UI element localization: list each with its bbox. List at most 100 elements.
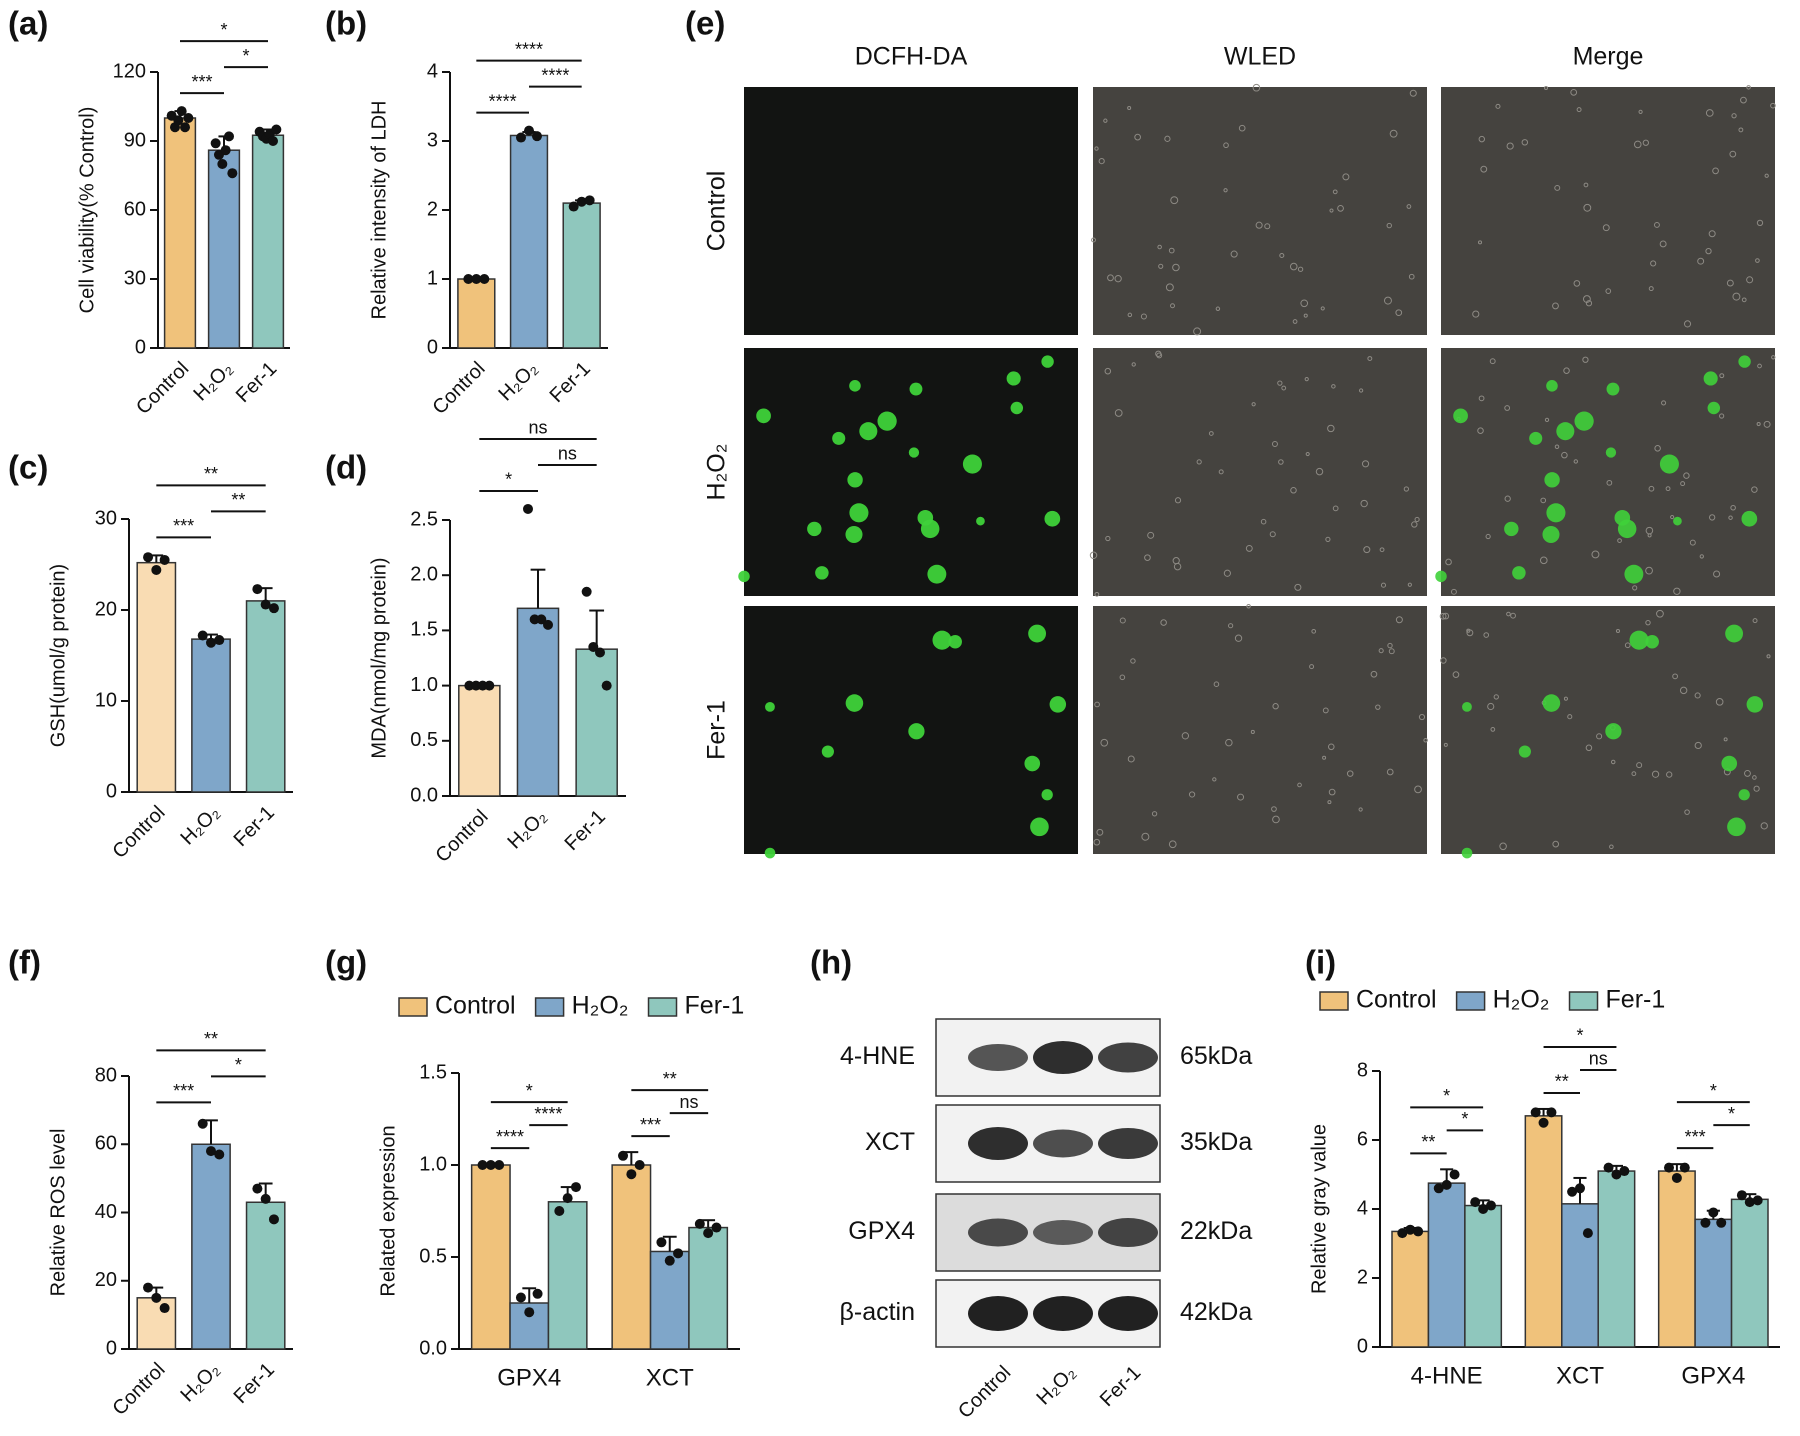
cell <box>1096 828 1104 836</box>
data-point <box>1546 1107 1557 1118</box>
data-point <box>1433 1183 1444 1194</box>
data-point <box>1700 1217 1711 1228</box>
cell <box>1648 286 1654 292</box>
cell <box>1666 771 1673 778</box>
cell <box>1379 547 1385 553</box>
legend-label: H₂O₂ <box>1493 986 1550 1014</box>
x-tick-label: H₂O₂ <box>177 1359 225 1407</box>
fluorescent-cell <box>1707 401 1721 415</box>
data-point <box>159 554 170 565</box>
cell <box>1395 309 1403 317</box>
cell <box>1414 785 1422 794</box>
cell <box>1540 497 1547 504</box>
fluorescent-cell <box>845 525 863 544</box>
cell <box>1683 320 1692 328</box>
y-tick-label: 0.5 <box>419 1245 447 1267</box>
cell <box>1230 250 1238 258</box>
y-axis-label: Relative ROS level <box>47 1129 69 1297</box>
sig-label: * <box>1443 1086 1450 1106</box>
band <box>1033 1041 1093 1074</box>
data-point <box>531 131 542 142</box>
cell <box>1119 674 1126 681</box>
cell <box>1094 591 1100 597</box>
bar <box>562 202 601 349</box>
y-tick-label: 1.5 <box>419 1061 447 1083</box>
cell <box>1383 296 1392 305</box>
cell <box>1708 514 1716 521</box>
bar <box>1464 1204 1503 1348</box>
panel-label: (i) <box>1305 944 1336 981</box>
data-point <box>584 195 595 206</box>
data-point <box>1679 1162 1690 1173</box>
bar <box>207 149 241 349</box>
fluorescent-cell <box>1462 701 1472 712</box>
fluorescent-cell <box>1504 521 1519 537</box>
bar <box>251 134 285 349</box>
sig-label: ** <box>204 464 218 484</box>
cell <box>1213 681 1220 687</box>
cell <box>1091 237 1096 243</box>
y-tick-label: 2 <box>427 198 438 220</box>
bar <box>136 561 177 793</box>
lane-label: H₂O₂ <box>1033 1362 1081 1410</box>
data-point <box>1397 1228 1408 1239</box>
cell <box>1328 788 1336 796</box>
data-point <box>581 586 592 597</box>
cell <box>1225 738 1233 747</box>
panel-label: (a) <box>8 5 48 42</box>
cell <box>1130 658 1136 664</box>
data-point <box>485 1160 496 1170</box>
cell <box>1127 755 1135 763</box>
band <box>1098 1218 1158 1247</box>
data-point <box>626 1169 637 1180</box>
cell <box>1246 604 1251 609</box>
cell <box>1738 127 1744 133</box>
fluorescent-cell <box>1605 447 1617 458</box>
y-tick-label: 1 <box>427 267 438 289</box>
band <box>968 1127 1028 1160</box>
cell <box>1327 800 1332 805</box>
cell <box>1409 89 1417 97</box>
sig-label: ns <box>679 1092 698 1112</box>
size-label: 65kDa <box>1180 1042 1252 1070</box>
data-point <box>220 145 231 156</box>
fluorescent-cell <box>1030 817 1049 837</box>
cell <box>1255 221 1263 229</box>
cell <box>1573 280 1581 287</box>
cell <box>1395 616 1403 624</box>
cell <box>1332 189 1338 195</box>
y-tick-label: 8 <box>1357 1059 1368 1081</box>
cell <box>1250 729 1255 734</box>
data-point <box>252 1183 263 1194</box>
panel-label: (c) <box>8 449 48 486</box>
data-point <box>151 1292 162 1303</box>
cell <box>1504 495 1511 502</box>
y-tick-label: 60 <box>95 1133 117 1155</box>
fluorescent-cell <box>1542 525 1560 544</box>
cell <box>1699 554 1704 559</box>
y-tick-label: 0 <box>106 780 117 802</box>
y-tick-label: 4 <box>1357 1197 1368 1219</box>
y-tick-label: 6 <box>1357 1128 1368 1150</box>
cell <box>1278 459 1284 465</box>
data-point <box>214 1149 225 1160</box>
cell <box>1094 701 1100 708</box>
fluorescent-cell <box>1738 355 1751 368</box>
cell <box>1771 355 1776 360</box>
data-point <box>176 106 187 117</box>
cell <box>1650 260 1657 267</box>
legend-label: Fer-1 <box>1606 986 1666 1014</box>
cell <box>1539 556 1548 565</box>
cell <box>1252 83 1261 92</box>
cell <box>1661 400 1667 406</box>
panel-label: (b) <box>325 5 367 42</box>
fluorescent-cell <box>1542 694 1561 712</box>
cell <box>1223 569 1231 577</box>
cell <box>1583 182 1589 188</box>
cell <box>1151 811 1158 817</box>
fluorescent-cell <box>1741 510 1758 527</box>
data-point <box>227 168 238 179</box>
cell <box>1740 96 1747 104</box>
data-point <box>159 1303 170 1314</box>
bar <box>245 1201 286 1350</box>
